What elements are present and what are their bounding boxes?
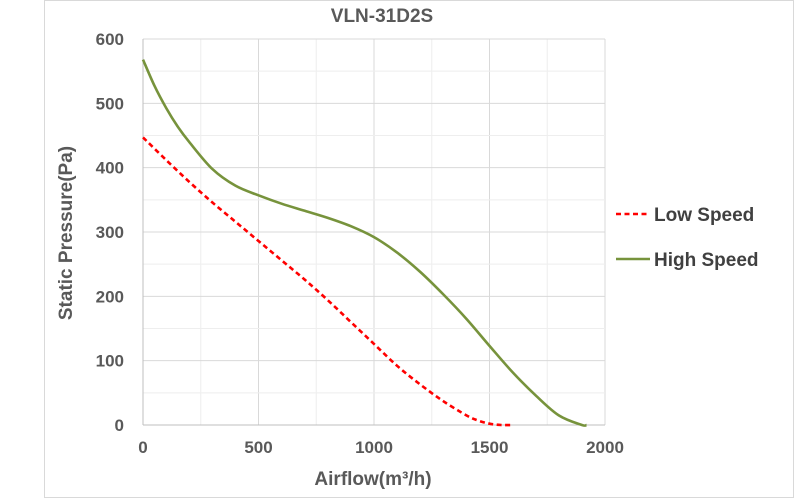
x-tick-label: 1500	[471, 438, 509, 457]
x-tick-label: 2000	[586, 438, 624, 457]
tick-labels: 0 500 1000 1500 2000 0 100 200 300 400 500 600	[96, 30, 624, 457]
x-tick-label: 1000	[355, 438, 393, 457]
series-layer	[141, 59, 588, 428]
x-axis-label: Airflow(m³/h)	[314, 469, 431, 490]
legend-label: Low Speed	[654, 205, 754, 226]
y-tick-label: 600	[96, 30, 124, 49]
chart-title: VLN-31D2S	[331, 6, 433, 27]
legend: Low Speed High Speed	[616, 205, 759, 271]
y-tick-label: 500	[96, 94, 124, 113]
axes	[142, 39, 605, 426]
y-tick-label: 200	[96, 287, 124, 306]
y-axis-label: Static Pressure(Pa)	[56, 146, 77, 320]
y-tick-label: 400	[96, 159, 124, 178]
x-tick-label: 500	[244, 438, 272, 457]
chart-frame	[44, 0, 794, 498]
series-line-low-speed	[142, 136, 513, 427]
y-tick-label: 300	[96, 223, 124, 242]
x-tick-label: 0	[138, 438, 147, 457]
legend-label: High Speed	[654, 250, 759, 271]
y-tick-label: 0	[115, 416, 124, 435]
series-line-high-speed	[141, 59, 588, 428]
y-tick-label: 100	[96, 352, 124, 371]
grid	[143, 38, 606, 425]
